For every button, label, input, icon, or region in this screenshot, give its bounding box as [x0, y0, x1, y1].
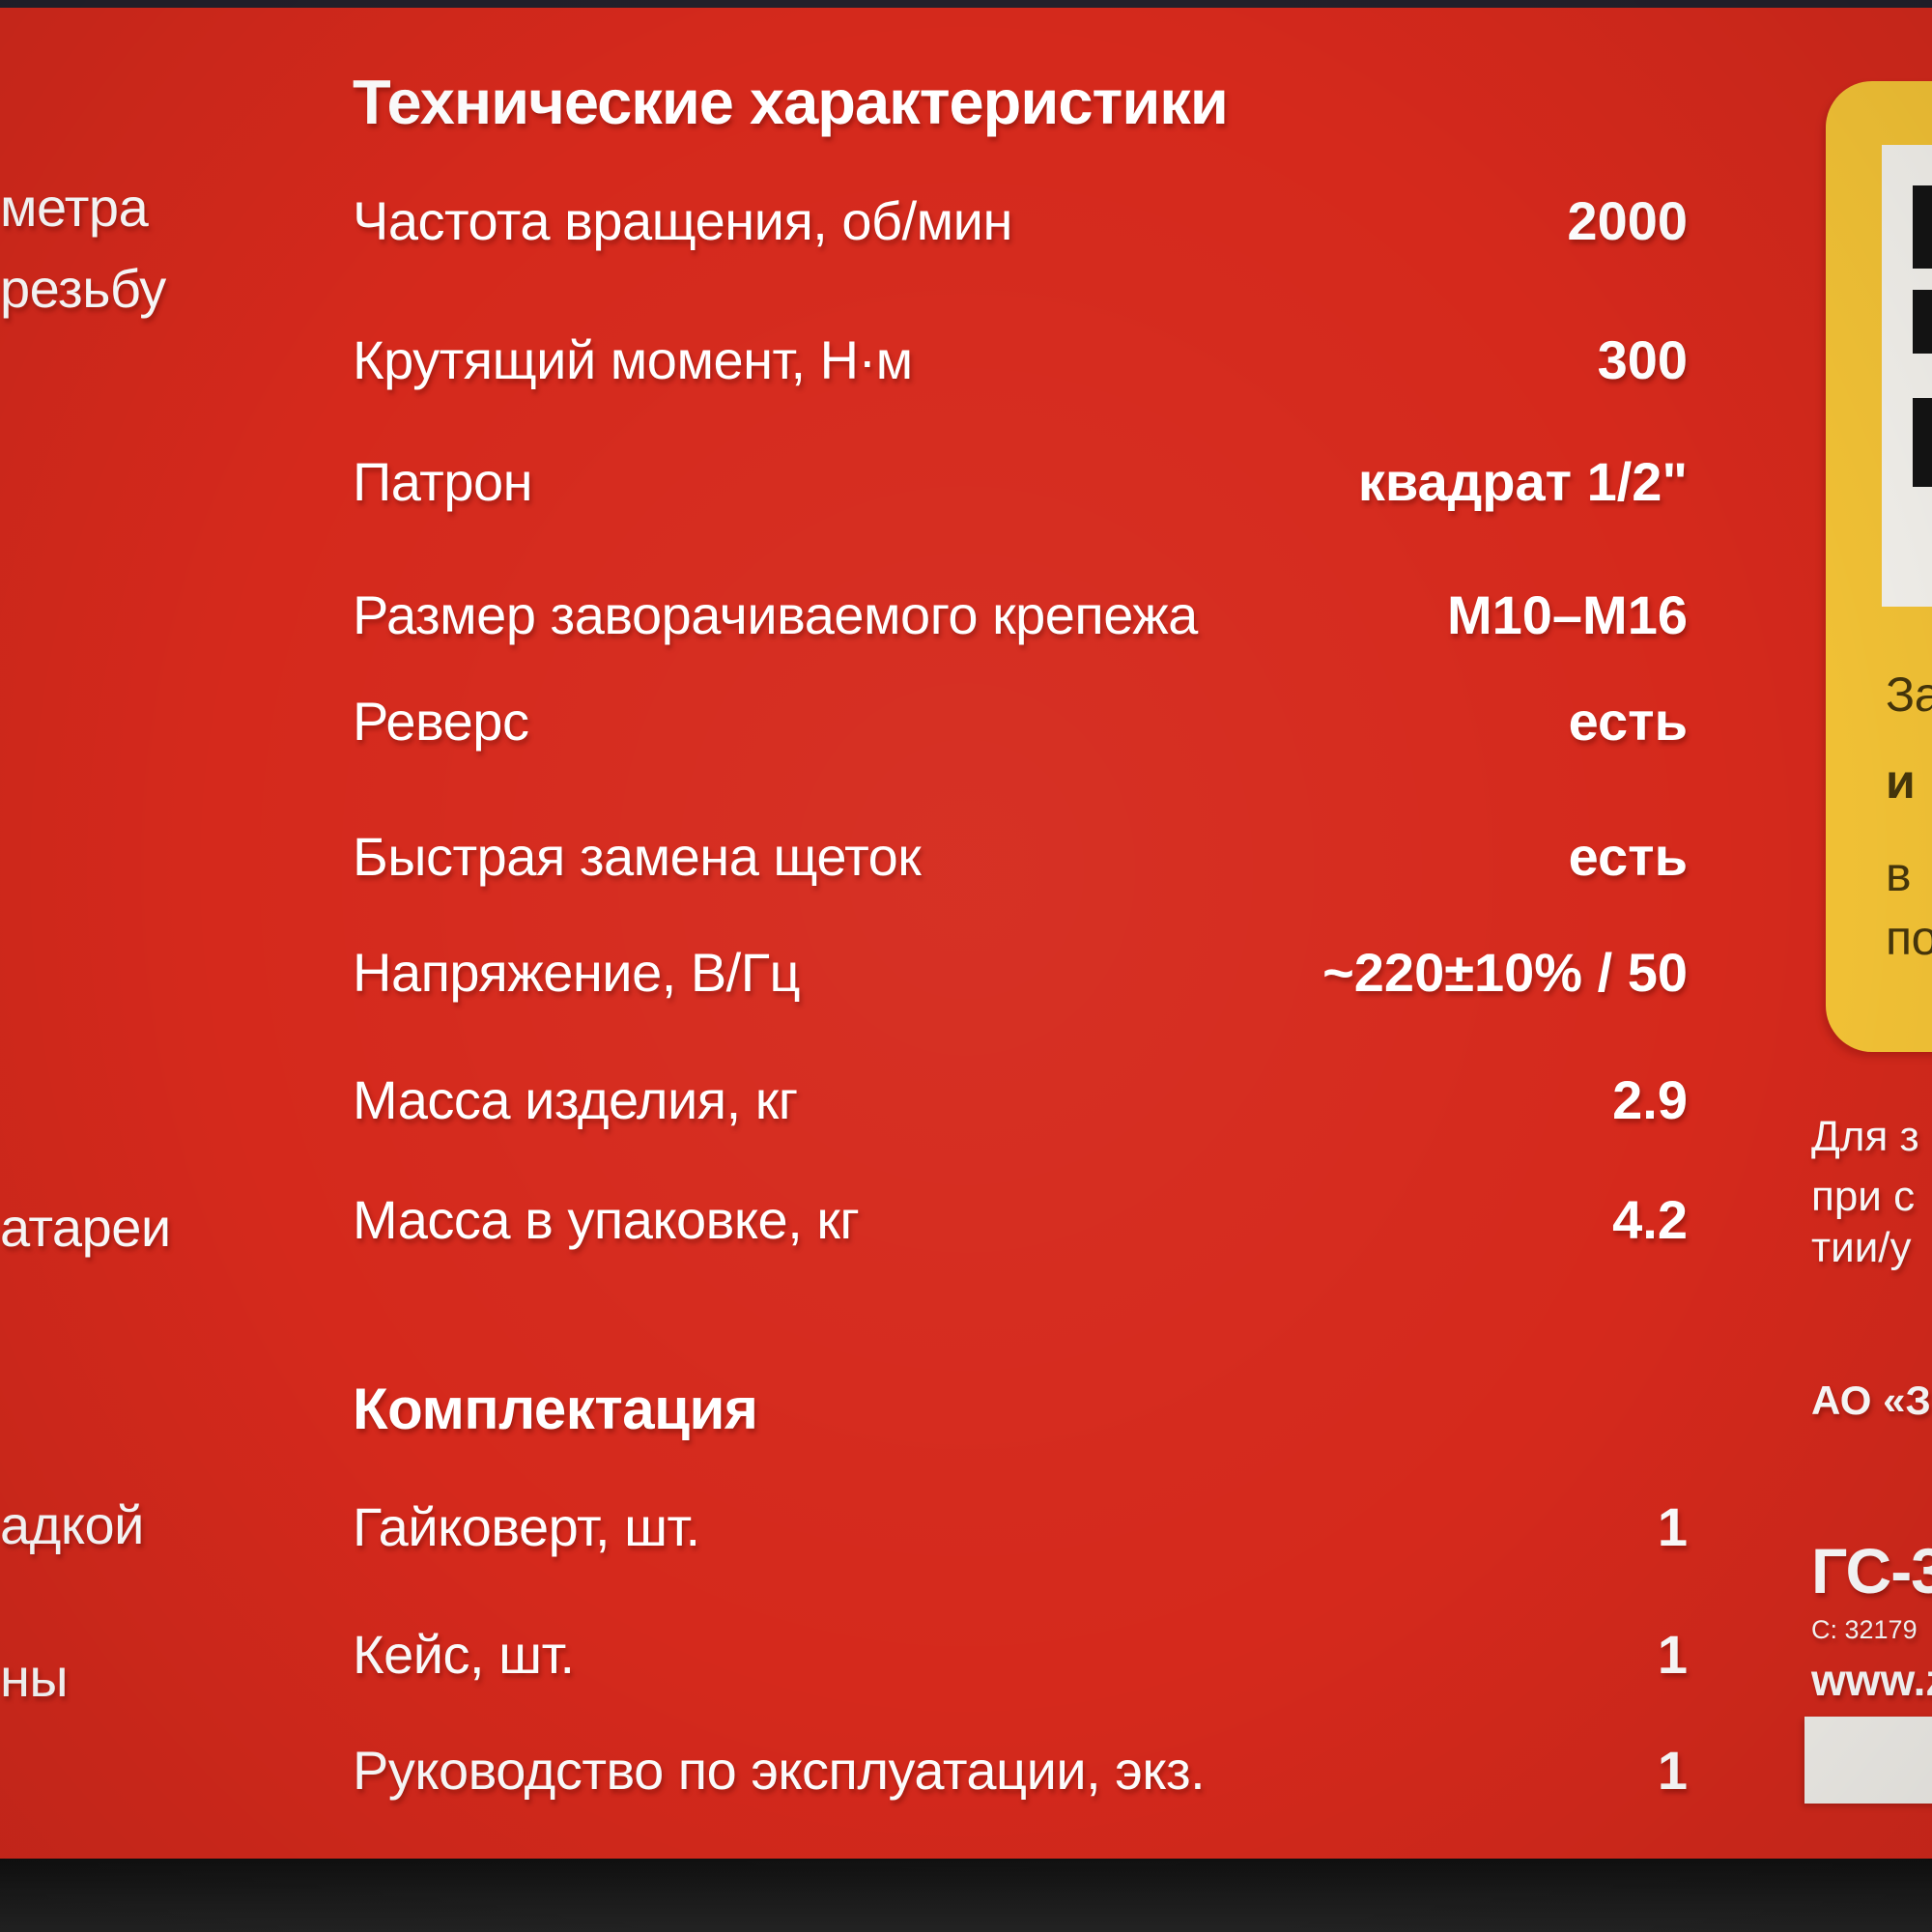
- spec-label: Крутящий момент, Н·м: [353, 329, 913, 390]
- barcode-bar: [1913, 185, 1932, 269]
- spec-value: 2000: [1567, 190, 1688, 251]
- spec-row-torque: Крутящий момент, Н·м 300: [353, 330, 1688, 390]
- left-fragment-ny: ны: [0, 1647, 69, 1708]
- spec-value: 2.9: [1612, 1069, 1688, 1130]
- package-row-manual: Руководство по эксплуатации, экз. 1: [353, 1741, 1688, 1801]
- spec-label: Патрон: [353, 451, 533, 512]
- spec-row-packed-weight: Масса в упаковке, кг 4.2: [353, 1190, 1688, 1250]
- spec-label: Частота вращения, об/мин: [353, 190, 1012, 251]
- panel-text-fragment-po: по: [1886, 911, 1932, 965]
- spec-value: 4.2: [1612, 1189, 1688, 1250]
- spec-value: есть: [1568, 826, 1688, 887]
- package-section-title: Комплектация: [353, 1377, 758, 1441]
- sku-plate: [1804, 1717, 1932, 1804]
- panel-text-fragment-za: За: [1886, 668, 1932, 722]
- package-label: Гайковерт, шт.: [353, 1496, 700, 1557]
- spec-row-voltage: Напряжение, В/Гц ~220±10% / 50: [353, 943, 1688, 1003]
- notice-line-2: при с: [1811, 1173, 1916, 1220]
- model-code: ГС-3: [1811, 1535, 1932, 1606]
- spec-value: ~220±10% / 50: [1322, 942, 1688, 1003]
- package-label: Руководство по эксплуатации, экз.: [353, 1740, 1206, 1801]
- package-value: 1: [1657, 1624, 1688, 1685]
- spec-row-reverse: Реверс есть: [353, 692, 1688, 752]
- spec-row-rotation-speed: Частота вращения, об/мин 2000: [353, 191, 1688, 251]
- barcode-bar: [1913, 398, 1932, 487]
- panel-text-fragment-v: в: [1886, 847, 1912, 901]
- package-label: Кейс, шт.: [353, 1624, 575, 1685]
- left-fragment-adkoy: адкой: [0, 1494, 144, 1555]
- spec-label: Масса изделия, кг: [353, 1069, 798, 1130]
- package-row-case: Кейс, шт. 1: [353, 1625, 1688, 1685]
- left-fragment-rezbu: резьбу: [0, 258, 166, 319]
- spec-value: есть: [1568, 691, 1688, 752]
- notice-line-1: Для з: [1811, 1113, 1919, 1160]
- spec-label: Размер заворачиваемого крепежа: [353, 584, 1198, 645]
- spec-label: Напряжение, В/Гц: [353, 942, 801, 1003]
- spec-label: Масса в упаковке, кг: [353, 1189, 860, 1250]
- serial-code: С: 32179: [1811, 1615, 1918, 1644]
- barcode-area: [1882, 145, 1932, 607]
- spec-label: Реверс: [353, 691, 529, 752]
- left-fragment-atarei: атареи: [0, 1197, 171, 1258]
- spec-row-fastener-size: Размер заворачиваемого крепежа М10–М16: [353, 585, 1688, 645]
- box-top-edge: [0, 0, 1932, 8]
- website-url: www.z: [1811, 1655, 1932, 1705]
- spec-row-product-weight: Масса изделия, кг 2.9: [353, 1070, 1688, 1130]
- yellow-side-panel: За и в по: [1826, 81, 1932, 1052]
- barcode-bar: [1913, 290, 1932, 354]
- spec-value: 300: [1597, 329, 1688, 390]
- panel-text-fragment-i: и: [1886, 754, 1916, 809]
- package-value: 1: [1657, 1740, 1688, 1801]
- package-value: 1: [1657, 1496, 1688, 1557]
- specs-title: Технические характеристики: [353, 67, 1229, 137]
- manufacturer-name: АО «З: [1811, 1378, 1931, 1423]
- spec-row-brush-change: Быстрая замена щеток есть: [353, 827, 1688, 887]
- spec-value: М10–М16: [1446, 584, 1688, 645]
- spec-row-chuck: Патрон квадрат 1/2": [353, 452, 1688, 512]
- spec-label: Быстрая замена щеток: [353, 826, 922, 887]
- spec-value: квадрат 1/2": [1357, 451, 1688, 512]
- notice-line-3: тии/у: [1811, 1224, 1912, 1271]
- left-fragment-metra: метра: [0, 177, 149, 238]
- box-bottom-edge: [0, 1859, 1932, 1932]
- package-row-wrench: Гайковерт, шт. 1: [353, 1497, 1688, 1557]
